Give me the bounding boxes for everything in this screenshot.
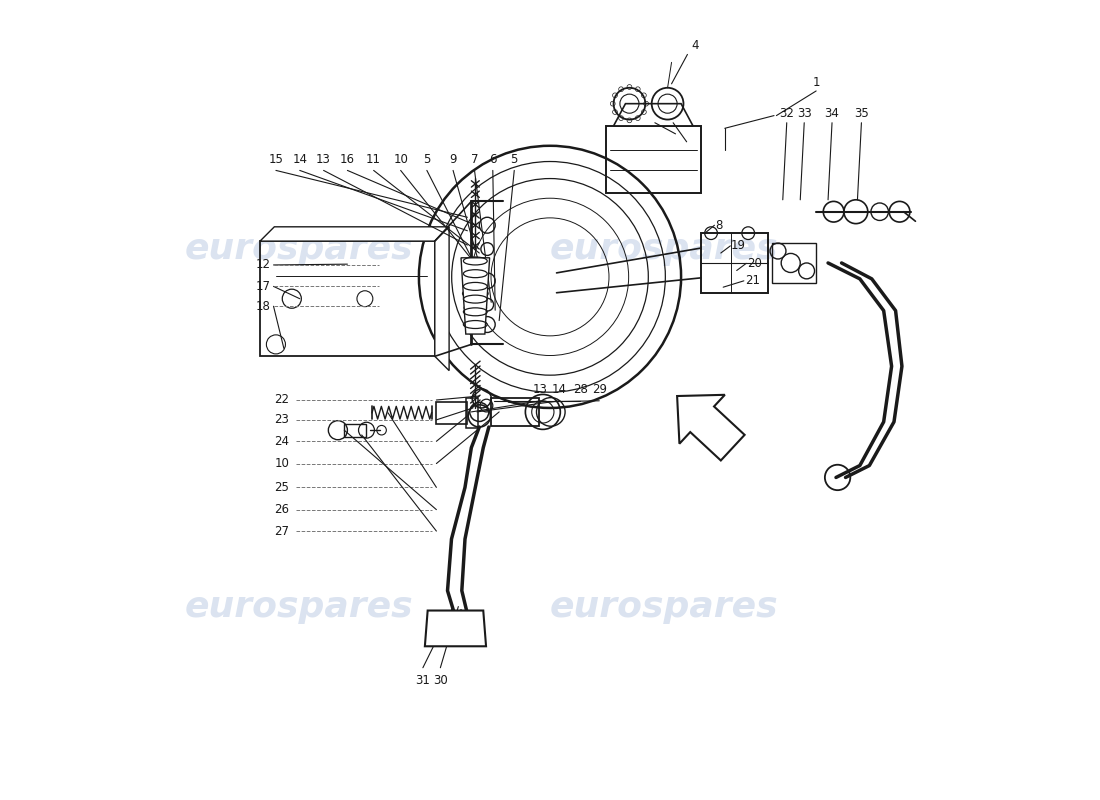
Polygon shape <box>425 610 486 646</box>
Text: 6: 6 <box>490 153 496 166</box>
Text: eurospares: eurospares <box>185 232 414 266</box>
Text: 34: 34 <box>825 107 839 120</box>
Text: 13: 13 <box>534 383 548 396</box>
Text: 21: 21 <box>745 274 760 287</box>
Text: 32: 32 <box>779 107 794 120</box>
Text: 9: 9 <box>449 153 456 166</box>
Text: 17: 17 <box>255 280 271 293</box>
Text: 4: 4 <box>692 39 700 52</box>
Text: 7: 7 <box>471 153 478 166</box>
Bar <box>492 398 539 426</box>
Text: 10: 10 <box>275 457 289 470</box>
Text: 16: 16 <box>340 153 355 166</box>
Text: 1: 1 <box>813 75 820 89</box>
Text: 12: 12 <box>255 258 271 271</box>
Text: 35: 35 <box>854 107 869 120</box>
Text: 5: 5 <box>424 153 430 166</box>
Text: 3: 3 <box>670 107 676 120</box>
Text: 31: 31 <box>416 674 430 687</box>
Text: 15: 15 <box>268 153 284 166</box>
Polygon shape <box>614 104 693 126</box>
Text: 33: 33 <box>796 107 812 120</box>
Text: eurospares: eurospares <box>550 590 779 623</box>
Text: 30: 30 <box>433 674 448 687</box>
Text: 26: 26 <box>274 503 289 516</box>
Text: eurospares: eurospares <box>185 590 414 623</box>
Text: 28: 28 <box>573 383 587 396</box>
Text: 22: 22 <box>274 394 289 406</box>
Text: 20: 20 <box>747 257 762 270</box>
Text: eurospares: eurospares <box>550 232 779 266</box>
Text: 10: 10 <box>393 153 408 166</box>
Polygon shape <box>434 227 449 370</box>
Text: 25: 25 <box>275 481 289 494</box>
Text: 14: 14 <box>293 153 307 166</box>
Bar <box>260 241 434 356</box>
Text: 11: 11 <box>366 153 381 166</box>
Bar <box>606 126 701 194</box>
Polygon shape <box>260 227 449 241</box>
Bar <box>344 424 366 437</box>
Text: 23: 23 <box>275 414 289 426</box>
Bar <box>701 233 769 293</box>
Text: 24: 24 <box>274 435 289 448</box>
Text: 14: 14 <box>552 383 567 396</box>
Text: 13: 13 <box>316 153 331 166</box>
Bar <box>772 243 816 283</box>
Text: 8: 8 <box>715 218 723 232</box>
Bar <box>436 402 468 424</box>
Text: 19: 19 <box>732 239 746 252</box>
Text: 2: 2 <box>651 107 659 120</box>
Text: 18: 18 <box>255 300 271 313</box>
Polygon shape <box>461 258 490 334</box>
Text: 5: 5 <box>510 153 518 166</box>
Bar <box>465 398 477 428</box>
Text: 29: 29 <box>592 383 607 396</box>
Text: 27: 27 <box>274 525 289 538</box>
Polygon shape <box>678 395 745 461</box>
